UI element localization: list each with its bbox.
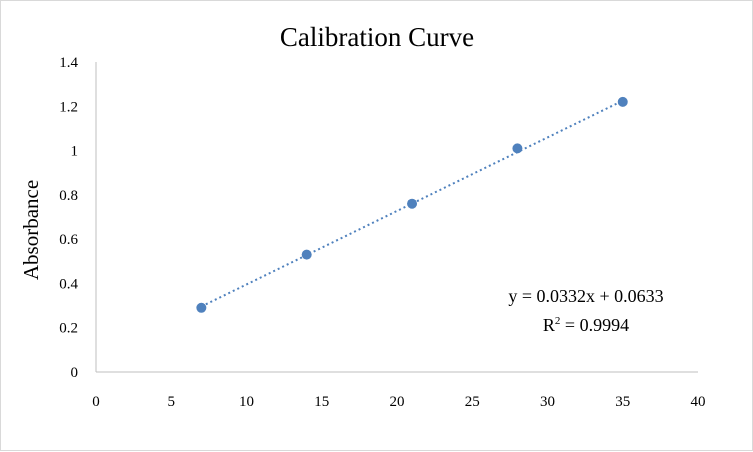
x-tick-label: 5 xyxy=(168,394,176,410)
x-tick-label: 10 xyxy=(239,394,254,410)
data-points xyxy=(196,96,628,313)
y-tick-label: 0.6 xyxy=(59,232,78,248)
r-squared-prefix: R xyxy=(543,315,555,335)
y-tick-labels: 0 0.2 0.4 0.6 0.8 1 1.2 1.4 xyxy=(59,55,78,381)
x-tick-label: 15 xyxy=(314,394,329,410)
x-tick-label: 40 xyxy=(691,394,706,410)
y-tick-label: 0.8 xyxy=(59,188,78,204)
x-tick-labels: 0 5 10 15 20 25 30 35 40 xyxy=(92,394,705,410)
x-tick-label: 20 xyxy=(390,394,405,410)
x-tick-label: 30 xyxy=(540,394,555,410)
data-point xyxy=(407,198,418,209)
chart-title: Calibration Curve xyxy=(280,22,474,52)
trendline-equation: y = 0.0332x + 0.0633 xyxy=(508,286,663,306)
r-squared-value: = 0.9994 xyxy=(560,315,629,335)
y-tick-label: 1.4 xyxy=(59,55,78,71)
r-squared-label: R2 = 0.9994 xyxy=(543,315,629,335)
data-point xyxy=(301,249,312,260)
y-axis-label: Absorbance xyxy=(19,180,43,280)
y-tick-label: 1 xyxy=(71,144,79,160)
r-squared-superscript: 2 xyxy=(555,315,561,327)
y-tick-label: 1.2 xyxy=(59,99,78,115)
data-point xyxy=(512,143,523,154)
x-tick-label: 25 xyxy=(465,394,480,410)
data-point xyxy=(196,302,207,313)
x-tick-label: 35 xyxy=(615,394,630,410)
x-tick-label: 0 xyxy=(92,394,100,410)
y-tick-label: 0 xyxy=(71,365,79,381)
y-tick-label: 0.4 xyxy=(59,276,78,292)
data-point xyxy=(617,96,628,107)
linear-trendline xyxy=(200,99,624,308)
y-tick-label: 0.2 xyxy=(59,321,78,337)
